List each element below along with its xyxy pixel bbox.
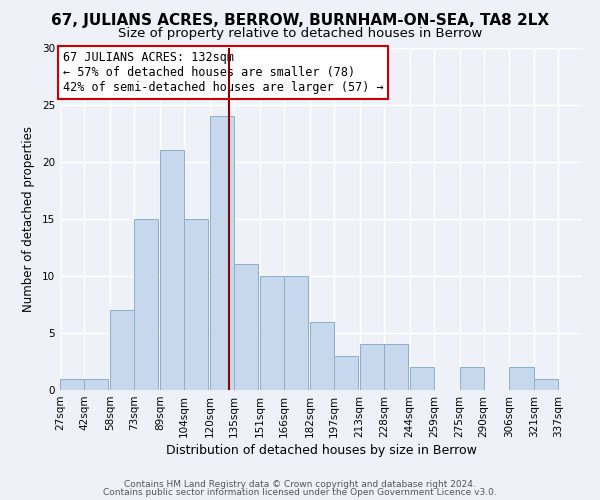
- Bar: [310, 322, 334, 390]
- Text: 67, JULIANS ACRES, BERROW, BURNHAM-ON-SEA, TA8 2LX: 67, JULIANS ACRES, BERROW, BURNHAM-ON-SE…: [51, 12, 549, 28]
- Bar: [184, 219, 208, 390]
- Bar: [334, 356, 358, 390]
- Bar: [134, 219, 158, 390]
- Bar: [410, 367, 434, 390]
- Bar: [359, 344, 384, 390]
- Bar: [384, 344, 408, 390]
- Bar: [509, 367, 533, 390]
- Bar: [110, 310, 134, 390]
- Bar: [84, 378, 109, 390]
- Text: Contains public sector information licensed under the Open Government Licence v3: Contains public sector information licen…: [103, 488, 497, 497]
- Text: Size of property relative to detached houses in Berrow: Size of property relative to detached ho…: [118, 28, 482, 40]
- Bar: [284, 276, 308, 390]
- X-axis label: Distribution of detached houses by size in Berrow: Distribution of detached houses by size …: [166, 444, 476, 457]
- Y-axis label: Number of detached properties: Number of detached properties: [22, 126, 35, 312]
- Bar: [533, 378, 558, 390]
- Bar: [210, 116, 234, 390]
- Bar: [160, 150, 184, 390]
- Text: 67 JULIANS ACRES: 132sqm
← 57% of detached houses are smaller (78)
42% of semi-d: 67 JULIANS ACRES: 132sqm ← 57% of detach…: [62, 51, 383, 94]
- Bar: [260, 276, 284, 390]
- Bar: [460, 367, 484, 390]
- Text: Contains HM Land Registry data © Crown copyright and database right 2024.: Contains HM Land Registry data © Crown c…: [124, 480, 476, 489]
- Bar: [60, 378, 84, 390]
- Bar: [234, 264, 258, 390]
